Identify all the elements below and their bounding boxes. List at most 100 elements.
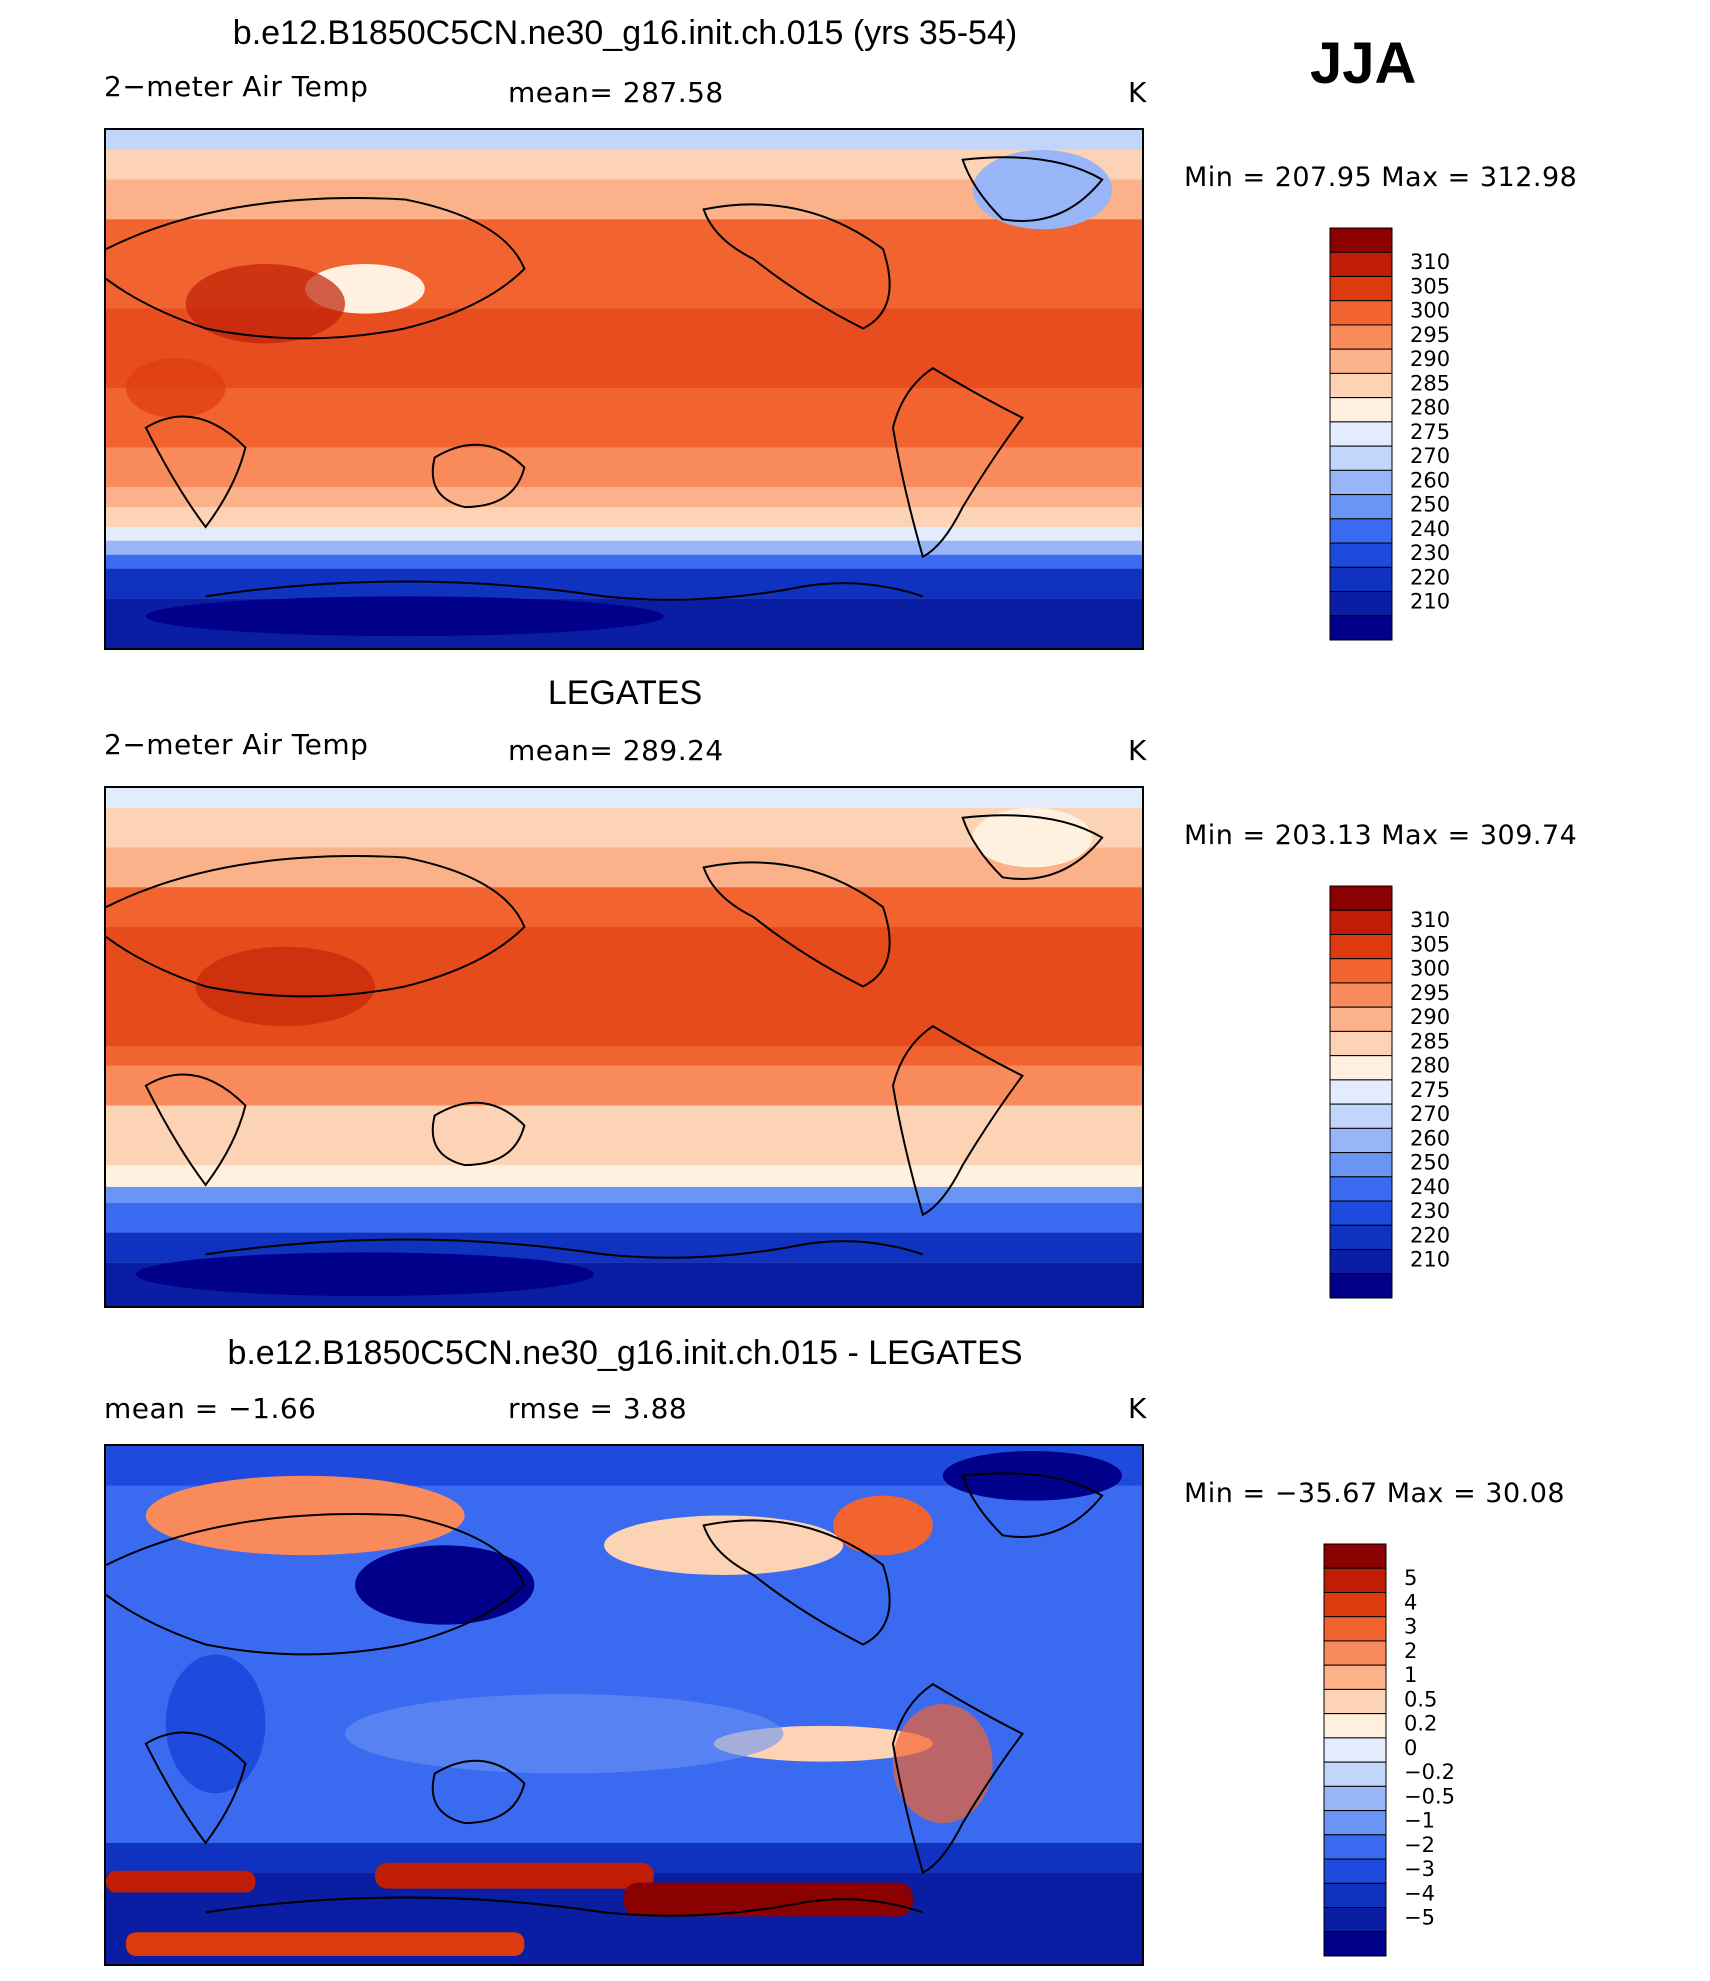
panel1-minmax: Min = 207.95 Max = 312.98 xyxy=(1184,162,1578,193)
legend-label: 310 xyxy=(1410,250,1450,274)
legend-label: 295 xyxy=(1410,323,1450,347)
legend-swatch xyxy=(1323,1858,1387,1884)
band xyxy=(106,807,1142,848)
blob xyxy=(125,1932,525,1957)
legend-label: 230 xyxy=(1410,1199,1450,1223)
panel1-map-svg xyxy=(106,130,1142,648)
legend-label: 240 xyxy=(1410,517,1450,541)
legend-label: −0.2 xyxy=(1404,1760,1455,1784)
legend-label: 240 xyxy=(1410,1175,1450,1199)
panel1-mean: mean= 287.58 xyxy=(508,76,724,109)
legend-swatch xyxy=(1329,397,1393,423)
legend-swatch xyxy=(1329,348,1393,374)
legend-label: 3 xyxy=(1404,1615,1417,1639)
legend-swatch xyxy=(1329,251,1393,277)
legend-swatch xyxy=(1323,1907,1387,1933)
legend-label: 220 xyxy=(1410,565,1450,589)
legend-label: 270 xyxy=(1410,1102,1450,1126)
blob xyxy=(833,1495,933,1556)
legend-swatch xyxy=(1329,615,1393,641)
blob xyxy=(972,807,1093,868)
panel1-units: K xyxy=(1128,76,1147,109)
legend-swatch xyxy=(1323,1834,1387,1860)
band xyxy=(106,1065,1142,1106)
legend-label: 210 xyxy=(1410,589,1450,613)
band xyxy=(106,526,1142,541)
band xyxy=(106,487,1142,508)
panel3-units: K xyxy=(1128,1392,1147,1425)
legend-swatch xyxy=(1329,933,1393,960)
legend-swatch xyxy=(1323,1810,1387,1836)
band xyxy=(106,447,1142,488)
panel2-map xyxy=(104,786,1144,1308)
legend-swatch xyxy=(1329,227,1393,253)
band xyxy=(106,1105,1142,1166)
legend-swatch xyxy=(1329,566,1393,593)
legend-label: 290 xyxy=(1410,1005,1450,1029)
band xyxy=(106,540,1142,555)
band xyxy=(106,554,1142,569)
legend-label: −4 xyxy=(1404,1881,1435,1905)
legend-swatch xyxy=(1329,1249,1393,1275)
blob xyxy=(145,596,664,637)
panel2-title: LEGATES xyxy=(547,674,703,712)
legend-label: 260 xyxy=(1410,1126,1450,1150)
blob xyxy=(892,1704,993,1824)
band xyxy=(106,847,1142,888)
legend-swatch xyxy=(1329,1079,1393,1105)
legend-swatch xyxy=(1329,300,1393,326)
coastlines xyxy=(106,156,1104,601)
blob xyxy=(195,946,375,1027)
panel2-legend-svg: 3103053002952902852802752702602502402302… xyxy=(1329,885,1450,1299)
blob xyxy=(106,1870,256,1893)
legend-swatch xyxy=(1323,1931,1387,1957)
panel1-title: b.e12.B1850C5CN.ne30_g16.init.ch.015 (yr… xyxy=(232,14,1018,52)
blob xyxy=(374,1862,654,1889)
blob xyxy=(604,1515,844,1576)
panel2-units: K xyxy=(1128,734,1147,767)
legend-label: 260 xyxy=(1410,468,1450,492)
legend-swatch xyxy=(1329,1103,1393,1129)
legend-label: 280 xyxy=(1410,396,1450,420)
panel2-mean: mean= 289.24 xyxy=(508,734,724,767)
legend-label: −0.5 xyxy=(1404,1784,1455,1808)
band xyxy=(106,507,1142,527)
season-label: JJA xyxy=(1310,31,1417,96)
legend-swatch xyxy=(1323,1664,1387,1690)
legend-label: 0 xyxy=(1404,1736,1417,1760)
panel3-minmax: Min = −35.67 Max = 30.08 xyxy=(1184,1478,1566,1509)
panel3-mean: mean = −1.66 xyxy=(104,1392,317,1425)
legend-swatch xyxy=(1329,518,1393,544)
legend-swatch xyxy=(1329,1055,1393,1081)
panel1-legend: 310 305 300 295 290 285 280 275 270 260 250 240 230 2… xyxy=(1329,227,1500,641)
legend-swatch xyxy=(1329,275,1393,302)
legend-label: −3 xyxy=(1404,1857,1435,1881)
legend-swatch xyxy=(1329,372,1393,399)
panel3-title: b.e12.B1850C5CN.ne30_g16.init.ch.015 - L… xyxy=(227,1334,1023,1372)
legend-label: 305 xyxy=(1410,274,1450,298)
legend-swatch xyxy=(1329,324,1393,350)
panel1-variable: 2−meter Air Temp xyxy=(104,70,369,103)
legend-swatch xyxy=(1323,1688,1387,1715)
panel3-legend: 5 4 3 2 1 0.5 0.2 0 −0.2 −0.5 −1 −2 −3 −4 −5 xyxy=(1323,1543,1500,1957)
legend-label: 280 xyxy=(1410,1054,1450,1078)
panel3-rmse: rmse = 3.88 xyxy=(508,1392,688,1425)
legend-swatch xyxy=(1329,1200,1393,1226)
legend-label: 285 xyxy=(1410,1029,1450,1053)
legend-label: 275 xyxy=(1410,1078,1450,1102)
band xyxy=(106,568,1142,599)
blob xyxy=(355,1545,535,1625)
blob xyxy=(624,1882,913,1917)
coastlines xyxy=(106,1472,1104,1917)
legend-swatch xyxy=(1329,445,1393,471)
legend-swatch xyxy=(1329,1030,1393,1057)
panel3-map-svg xyxy=(106,1446,1142,1964)
legend-label: 5 xyxy=(1404,1566,1417,1590)
blob xyxy=(135,1252,595,1297)
legend-label: 0.5 xyxy=(1404,1687,1437,1711)
legend-label: 285 xyxy=(1410,371,1450,395)
legend-swatch xyxy=(1329,591,1393,617)
legend-swatch xyxy=(1329,958,1393,984)
band xyxy=(106,130,1142,150)
